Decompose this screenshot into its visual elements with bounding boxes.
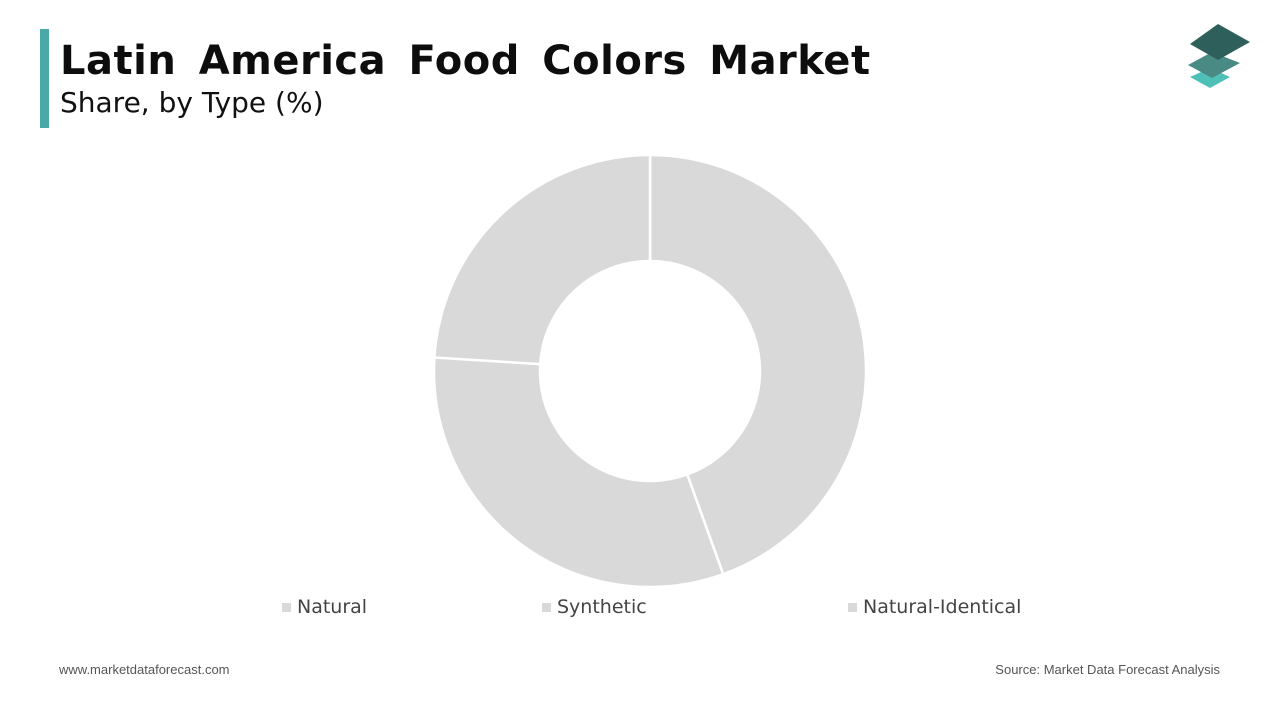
legend-item: Natural xyxy=(282,595,367,619)
footer-source: Source: Market Data Forecast Analysis xyxy=(995,662,1220,677)
legend-label: Natural-Identical xyxy=(863,596,1022,618)
legend-label: Synthetic xyxy=(557,596,647,618)
stacked-layers-icon xyxy=(1188,24,1250,88)
legend-swatch xyxy=(848,602,857,612)
title-accent-bar xyxy=(40,29,49,128)
footer-website: www.marketdataforecast.com xyxy=(59,662,230,677)
donut-slice-natural-identical xyxy=(433,153,652,366)
donut-slice-natural xyxy=(648,153,868,576)
donut-slice-synthetic xyxy=(432,356,725,589)
legend-label: Natural xyxy=(297,596,368,618)
page-title: Latin America Food Colors Market xyxy=(60,38,871,84)
legend-item: Synthetic xyxy=(542,595,647,619)
legend-swatch xyxy=(282,602,291,612)
legend-item: Natural-Identical xyxy=(848,595,1021,619)
legend-swatch xyxy=(542,602,551,612)
page-subtitle: Share, by Type (%) xyxy=(60,86,324,119)
